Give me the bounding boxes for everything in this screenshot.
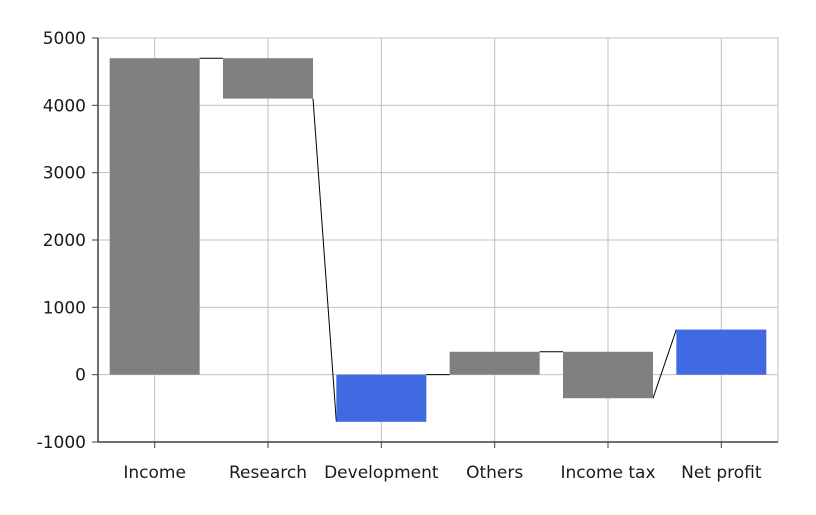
axis-layer bbox=[92, 37, 778, 448]
x-tick-label: Research bbox=[229, 463, 307, 483]
connector-line bbox=[312, 98, 337, 422]
bar-others bbox=[449, 351, 540, 375]
x-tick-label: Development bbox=[324, 463, 439, 483]
bar-net-profit bbox=[676, 329, 767, 375]
y-tick-label: 1000 bbox=[43, 298, 86, 318]
y-tick-label: -1000 bbox=[37, 433, 86, 453]
connector-line bbox=[652, 329, 677, 399]
label-layer: -1000 0 1000 2000 3000 4000 5000 Income Research… bbox=[37, 29, 762, 483]
x-tick-label: Income bbox=[123, 463, 186, 483]
y-tick-label: 4000 bbox=[43, 96, 86, 116]
y-tick-label: 0 bbox=[75, 366, 86, 386]
x-tick-label: Net profit bbox=[681, 463, 762, 483]
bar-research bbox=[223, 58, 313, 99]
x-tick-label: Income tax bbox=[560, 463, 655, 483]
bar-development bbox=[336, 374, 427, 422]
x-tick-label: Others bbox=[466, 463, 523, 483]
bar-income-tax bbox=[563, 351, 653, 399]
bar-layer bbox=[109, 58, 767, 422]
connector-layer bbox=[199, 57, 677, 422]
y-tick-label: 3000 bbox=[43, 164, 86, 184]
y-tick-label: 5000 bbox=[43, 29, 86, 49]
grid-layer bbox=[97, 37, 779, 443]
bar-income bbox=[109, 58, 200, 375]
y-tick-label: 2000 bbox=[43, 231, 86, 251]
